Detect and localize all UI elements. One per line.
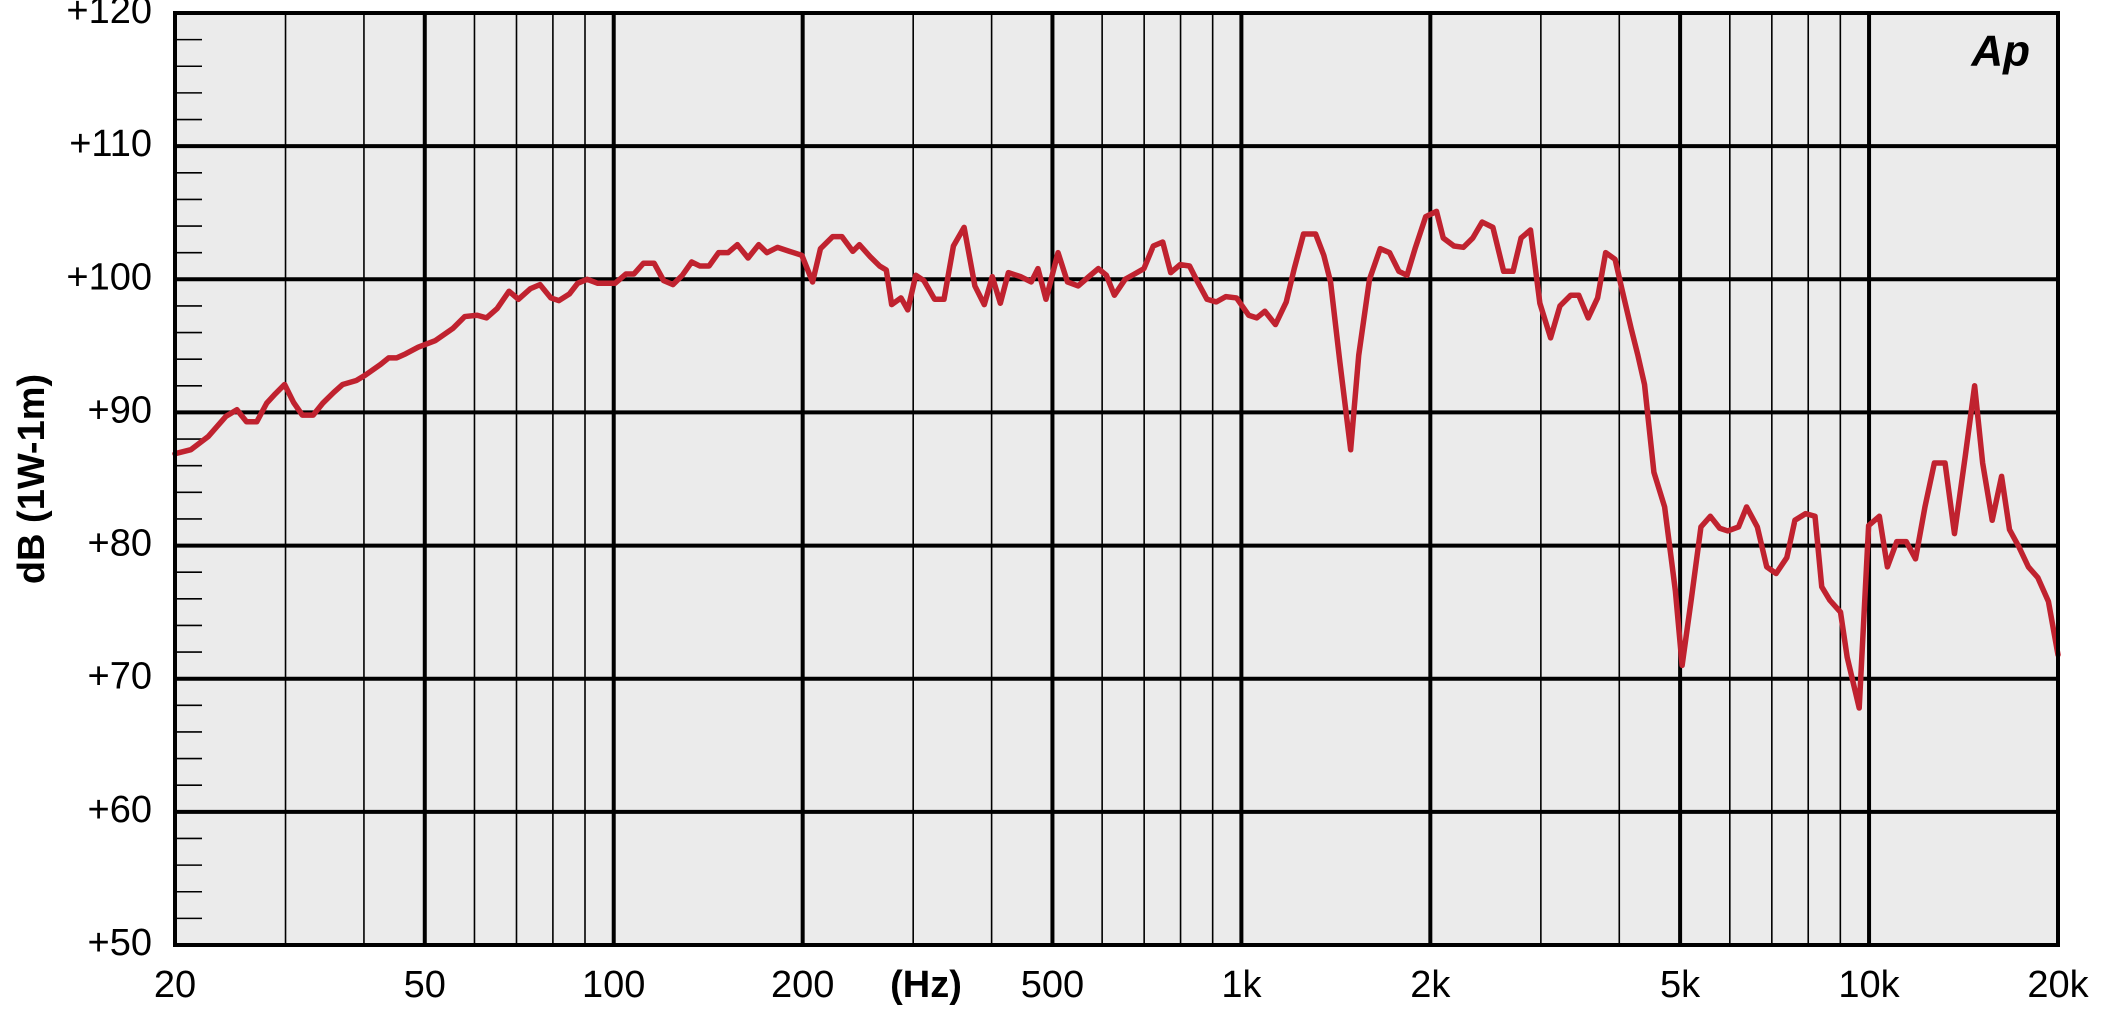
y-tick-label: +80 (88, 523, 152, 565)
y-axis-label: dB (1W-1m) (11, 374, 53, 584)
x-tick-label: 500 (1021, 964, 1084, 1006)
y-tick-label: +110 (69, 123, 152, 165)
x-tick-label: 10k (1838, 964, 1900, 1006)
y-tick-label: +120 (66, 0, 152, 32)
plot-background (175, 13, 2058, 945)
y-tick-label: +90 (88, 389, 152, 431)
marks (172, 208, 2061, 711)
x-tick-label: 20k (2027, 964, 2089, 1006)
labels: 20 50 100 200 500 1k 2k 5k 10k 20k +50 +60 +70 +80 +90… (66, 0, 2089, 1006)
y-tick-label: +50 (88, 922, 152, 964)
y-tick-label: +100 (66, 256, 152, 298)
logo: Ap (1970, 27, 2030, 76)
y-tick-label: +60 (88, 789, 152, 831)
x-tick-label: 1k (1221, 964, 1262, 1006)
x-tick-label: 50 (404, 964, 446, 1006)
x-tick-label: 2k (1410, 964, 1451, 1006)
response-line (172, 208, 2061, 711)
x-tick-label: 20 (154, 964, 196, 1006)
x-axis-label: (Hz) (890, 964, 962, 1006)
x-tick-label: 200 (771, 964, 834, 1006)
x-tick-label: 100 (582, 964, 645, 1006)
plot-frame (173, 11, 2060, 947)
x-tick-label: 5k (1660, 964, 1701, 1006)
y-tick-label: +70 (88, 656, 152, 698)
